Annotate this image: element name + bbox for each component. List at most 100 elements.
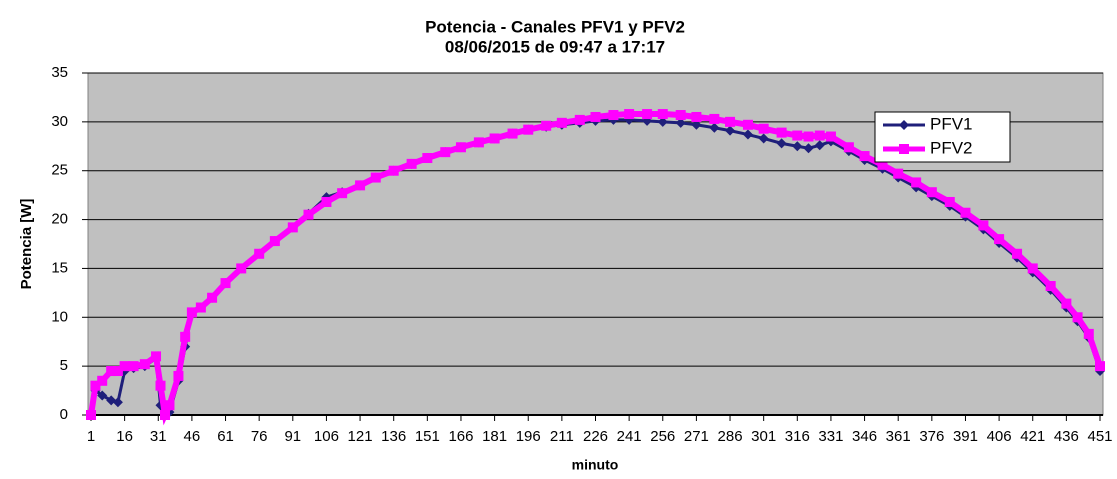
marker	[556, 117, 567, 128]
marker	[792, 141, 803, 152]
x-tick-label: 241	[617, 428, 642, 445]
x-tick-label: 406	[987, 428, 1012, 445]
y-tick-label: 15	[51, 259, 68, 276]
marker	[893, 168, 904, 179]
chart-title: Potencia - Canales PFV1 y PFV2	[425, 17, 685, 36]
marker	[220, 278, 231, 289]
y-tick-label: 20	[51, 211, 68, 228]
x-tick-label: 301	[751, 428, 776, 445]
x-tick-label: 106	[314, 428, 339, 445]
marker	[608, 110, 619, 121]
marker	[709, 113, 720, 124]
marker	[422, 153, 433, 164]
marker	[164, 400, 175, 411]
marker	[1095, 361, 1105, 372]
y-tick-label: 30	[51, 113, 68, 130]
y-tick-label: 25	[51, 162, 68, 179]
marker	[97, 390, 108, 401]
marker	[489, 133, 500, 144]
legend-label: PFV2	[930, 138, 973, 157]
marker	[877, 159, 888, 170]
marker	[269, 236, 280, 247]
marker	[1027, 263, 1038, 274]
marker	[994, 234, 1005, 245]
x-tick-label: 196	[516, 428, 541, 445]
marker	[370, 172, 381, 183]
marker	[541, 120, 552, 131]
marker	[128, 361, 139, 372]
x-tick-label: 391	[953, 428, 978, 445]
marker	[180, 331, 191, 342]
x-tick-label: 211	[550, 428, 574, 445]
marker	[691, 111, 702, 122]
marker	[911, 177, 922, 188]
marker	[624, 109, 635, 120]
x-tick-label: 346	[852, 428, 877, 445]
legend-box	[874, 111, 1011, 163]
marker	[725, 125, 736, 136]
x-tick-label: 271	[684, 428, 709, 445]
marker	[758, 123, 769, 134]
marker	[406, 158, 417, 169]
x-tick-label: 91	[284, 428, 301, 445]
marker	[303, 209, 314, 220]
marker	[1061, 298, 1072, 309]
marker	[657, 109, 668, 120]
marker	[139, 359, 150, 370]
x-tick-label: 181	[482, 428, 507, 445]
legend-label: PFV1	[930, 114, 973, 133]
marker	[97, 375, 108, 386]
x-tick-label: 376	[919, 428, 944, 445]
marker	[337, 188, 348, 199]
x-axis-label: minuto	[572, 457, 619, 473]
marker	[112, 366, 123, 377]
x-tick-label: 361	[886, 428, 911, 445]
marker	[776, 138, 787, 149]
x-tick-label: 226	[583, 428, 608, 445]
marker	[1072, 312, 1083, 323]
x-tick-label: 46	[184, 428, 201, 445]
x-tick-label: 436	[1054, 428, 1079, 445]
marker	[776, 127, 787, 138]
y-tick-label: 10	[51, 308, 68, 325]
marker	[725, 116, 736, 127]
marker	[814, 130, 825, 141]
marker	[742, 129, 753, 140]
marker	[1083, 328, 1094, 339]
marker	[287, 222, 298, 233]
marker	[112, 397, 123, 408]
marker	[944, 196, 955, 207]
marker	[843, 142, 854, 153]
marker	[119, 361, 130, 372]
marker	[254, 248, 265, 259]
marker	[186, 307, 197, 318]
marker	[159, 410, 170, 420]
marker	[388, 165, 399, 176]
marker	[440, 147, 451, 158]
marker	[90, 380, 101, 391]
marker	[960, 207, 971, 218]
legend-marker	[899, 120, 909, 130]
x-tick-label: 166	[448, 428, 473, 445]
marker	[792, 130, 803, 141]
marker	[321, 196, 332, 207]
marker	[207, 292, 218, 303]
marker	[86, 410, 96, 420]
x-tick-label: 1	[87, 428, 95, 445]
x-tick-label: 421	[1020, 428, 1045, 445]
chart-subtitle: 08/06/2015 de 09:47 a 17:17	[445, 37, 665, 56]
marker	[642, 109, 653, 120]
marker	[236, 263, 247, 274]
x-tick-label: 331	[818, 428, 843, 445]
marker	[455, 142, 466, 153]
marker	[195, 302, 206, 313]
marker	[675, 117, 686, 128]
marker	[859, 151, 870, 162]
marker	[978, 220, 989, 231]
marker	[803, 143, 814, 154]
marker	[825, 131, 836, 142]
x-tick-label: 16	[116, 428, 133, 445]
marker	[155, 380, 166, 391]
x-tick-label: 286	[718, 428, 743, 445]
